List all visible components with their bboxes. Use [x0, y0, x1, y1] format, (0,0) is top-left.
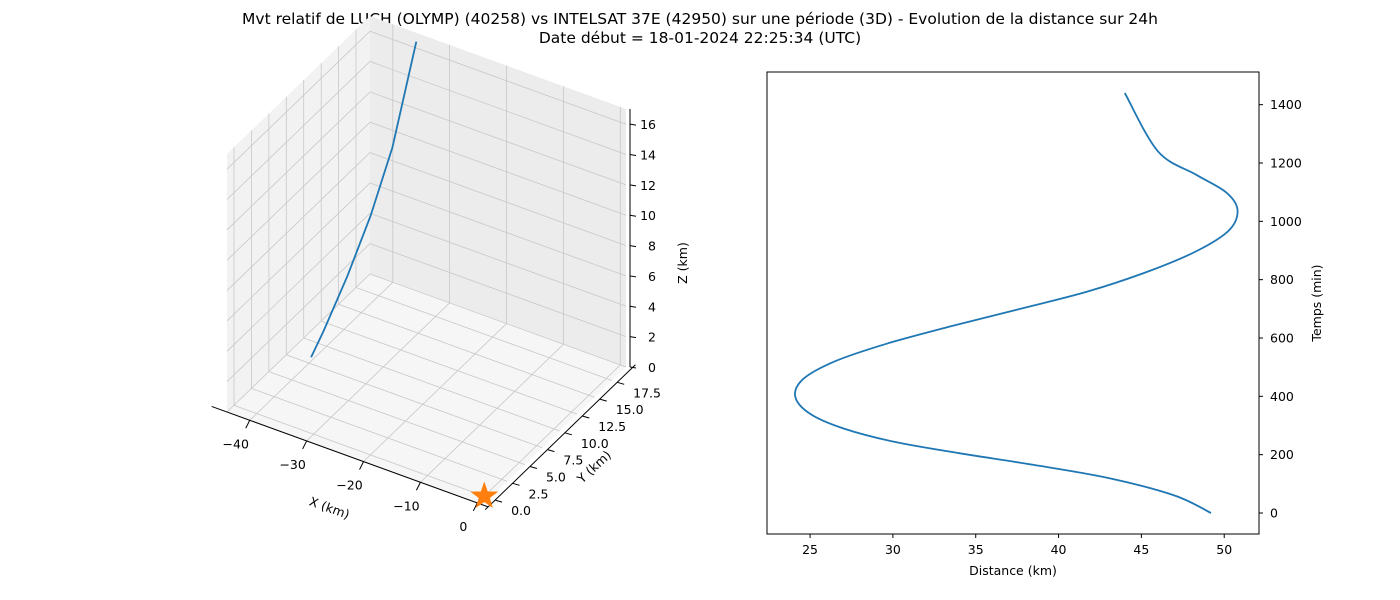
- x-tick-label: −40: [223, 436, 249, 451]
- y-tick-label: 15.0: [616, 402, 644, 417]
- y-tick-label: 0: [1270, 506, 1278, 521]
- x-tick: [415, 482, 421, 491]
- plot-frame: [766, 71, 1260, 535]
- z-tick-label: 16: [640, 117, 656, 132]
- z-tick-label: 4: [648, 299, 656, 314]
- x-tick: [245, 420, 251, 429]
- y-tick-label: 17.5: [633, 385, 661, 400]
- y-tick-label: 600: [1270, 331, 1294, 346]
- y-tick-label: 400: [1270, 389, 1294, 404]
- figure-title: Mvt relatif de LUCH (OLYMP) (40258) vs I…: [242, 10, 1158, 28]
- z-gridline: [226, 212, 627, 352]
- y-tick-label: 800: [1270, 272, 1294, 287]
- y-tick-label: 1000: [1270, 214, 1302, 229]
- y-tick-label: 12.5: [598, 419, 626, 434]
- z-gridline: [226, 152, 627, 291]
- y-tick-label: 7.5: [563, 453, 583, 468]
- z-axis-label: Z (km): [675, 242, 690, 284]
- x-tick-label: 30: [885, 542, 901, 557]
- z-tick: [629, 214, 637, 217]
- z-tick: [629, 305, 637, 308]
- z-gridline: [226, 91, 627, 231]
- z-tick: [629, 336, 637, 339]
- x-tick-label: −20: [336, 478, 362, 493]
- z-gridline: [226, 121, 627, 261]
- trajectory-line: [310, 41, 418, 358]
- z-gridline: [226, 61, 627, 200]
- x-tick-label: 35: [968, 542, 984, 557]
- z-tick: [629, 154, 637, 157]
- x-tick: [472, 502, 478, 512]
- x-tick-label: 0: [459, 519, 467, 534]
- x-axis-line: [211, 405, 489, 508]
- z-tick: [629, 184, 637, 187]
- y-axis-label: Temps (min): [1309, 264, 1324, 342]
- z-tick: [629, 123, 637, 126]
- trajectory-3d-plot: −40 −30 −20 −10 0 0.0 2.5 5.07.5 10.0 12.5 15.0 17.…: [211, 16, 690, 534]
- floor-pane: [227, 274, 626, 505]
- distance-line: [794, 92, 1239, 514]
- y-tick: [529, 465, 538, 469]
- left-pane: [227, 16, 370, 412]
- z-tick-label: 6: [648, 269, 656, 284]
- y-tick-label: 1200: [1270, 156, 1302, 171]
- y-tick: [599, 398, 607, 402]
- x-tick-label: 25: [802, 542, 818, 557]
- y-tick: [547, 449, 555, 453]
- y-tick-label: 5.0: [546, 469, 566, 484]
- x-tick-label: −10: [393, 498, 419, 513]
- z-tick: [629, 366, 637, 369]
- y-tick: [494, 499, 503, 503]
- x-tick: [359, 461, 364, 470]
- z-tick-label: 12: [640, 178, 656, 193]
- x-axis-label: X (km): [307, 494, 351, 522]
- y-tick-label: 10.0: [581, 436, 609, 451]
- z-tick-label: 2: [648, 330, 656, 345]
- x-tick-label: 40: [1051, 542, 1067, 557]
- y-tick: [617, 381, 625, 385]
- y-tick-label: 0.0: [511, 503, 531, 518]
- y-axis-line: [484, 364, 636, 510]
- y-tick-label: 200: [1270, 447, 1294, 462]
- figure-subtitle: Date début = 18-01-2024 22:25:34 (UTC): [538, 29, 862, 47]
- x-tick: [302, 440, 308, 450]
- x-axis-label: Distance (km): [969, 563, 1057, 578]
- back-pane: [370, 16, 626, 367]
- y-tick-label: 2.5: [529, 486, 549, 501]
- x-tick-label: 45: [1133, 542, 1149, 557]
- y-tick: [582, 415, 590, 419]
- x-tick-label: 50: [1216, 542, 1232, 557]
- z-gridline: [226, 182, 627, 322]
- z-tick-label: 8: [648, 239, 656, 254]
- y-tick: [512, 482, 520, 486]
- z-gridline: [226, 273, 627, 413]
- y-tick-label: 1400: [1270, 97, 1302, 112]
- distance-time-plot: 25 30 35 40 45 50 0 200 400 600 800 1000 1200 1400 Dis…: [766, 71, 1324, 578]
- x-tick-label: −30: [279, 457, 305, 472]
- z-tick: [629, 245, 637, 248]
- y-tick: [564, 432, 572, 436]
- z-gridline: [226, 30, 627, 170]
- z-tick-label: 0: [648, 360, 656, 375]
- z-tick-label: 14: [640, 148, 656, 163]
- origin-star-marker: [470, 481, 499, 509]
- z-tick: [629, 275, 637, 278]
- z-gridline: [226, 243, 627, 382]
- z-tick-label: 10: [640, 208, 656, 223]
